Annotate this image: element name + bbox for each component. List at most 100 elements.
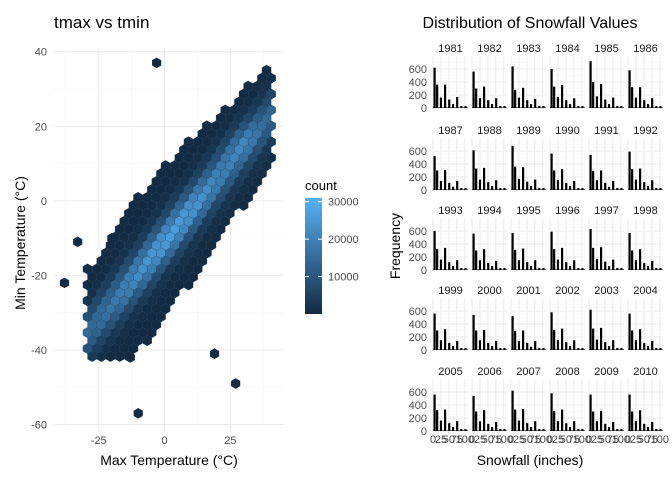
snowfall-bar (556, 340, 560, 350)
snowfall-bar (643, 342, 646, 350)
snowfall-bar (659, 348, 662, 350)
snowfall-bar (638, 329, 642, 350)
count-legend: count 10000 20000 30000 (305, 178, 359, 314)
snowfall-bar (560, 409, 564, 431)
snowfall-x-tick: 50 (560, 434, 572, 446)
snowfall-x-tick: 50 (521, 434, 533, 446)
snowfall-bar (612, 180, 615, 190)
snowfall-bar (490, 346, 494, 350)
facet-1984: 1984 (549, 43, 585, 109)
snowfall-bar (655, 348, 658, 350)
snowfall-bar (577, 268, 580, 270)
snowfall-x-tick: 0 (547, 434, 553, 446)
facet-strip-label: 1997 (594, 205, 618, 217)
snowfall-bar (599, 327, 603, 350)
hexbin-y-tick: -40 (31, 345, 47, 357)
snowfall-bar-tail (628, 430, 663, 431)
snowfall-bar (478, 260, 482, 270)
snowfall-bar (439, 97, 443, 108)
snowfall-y-tick: 600 (409, 146, 427, 158)
snowfall-bar (456, 180, 459, 190)
snowfall-bar (604, 423, 607, 431)
snowfall-bar (638, 87, 642, 108)
snowfall-bar (490, 104, 494, 108)
snowfall-bar (521, 167, 525, 190)
facet-strip-label: 1999 (438, 285, 462, 297)
snowfall-bar (659, 106, 662, 108)
facet-strip-label: 2006 (477, 366, 501, 378)
snowfall-x-tick: 75 (568, 434, 580, 446)
snowfall-bar (651, 340, 654, 350)
snowfall-y-tick: 600 (409, 64, 427, 76)
snowfall-bar (628, 70, 631, 108)
snowfall-bar (568, 266, 572, 270)
snowfall-y-tick: 400 (409, 400, 427, 412)
snowfall-bar (517, 97, 521, 108)
snowfall-bar (534, 421, 537, 431)
snowfall-bar (659, 429, 662, 431)
snowfall-bar (651, 260, 654, 270)
facet-1995: 1995 (510, 205, 546, 271)
snowfall-bar (439, 180, 443, 190)
snowfall-bar (560, 328, 564, 350)
snowfall-bar (495, 180, 498, 190)
snowfall-bar (550, 312, 553, 350)
snowfall-bar (595, 180, 599, 190)
snowfall-bar (436, 330, 439, 350)
snowfall-bar (595, 339, 599, 350)
snowfall-y-axis-title: Frequency (387, 213, 403, 279)
snowfall-bar (550, 153, 553, 190)
snowfall-bar (592, 328, 595, 350)
snowfall-bar (631, 411, 634, 431)
snowfall-bar (604, 342, 607, 350)
snowfall-bar (577, 106, 580, 108)
hexbin-y-tick: 0 (41, 196, 47, 208)
snowfall-bar (443, 84, 447, 108)
facet-strip-label: 1981 (438, 43, 462, 55)
snowfall-bar-tail (550, 189, 585, 190)
snowfall-x-tick: 100 (573, 434, 591, 446)
snowfall-bar (620, 268, 623, 270)
snowfall-bar (581, 348, 584, 350)
snowfall-bar (503, 106, 506, 108)
snowfall-bar (595, 258, 599, 270)
snowfall-x-tick: 75 (607, 434, 619, 446)
snowfall-bar (556, 259, 560, 270)
legend-tick-label: 20000 (328, 234, 359, 246)
snowfall-bar (616, 268, 619, 270)
snowfall-bar (646, 427, 650, 431)
hexbin-y-tick: 20 (35, 121, 47, 133)
snowfall-bar (538, 268, 541, 270)
snowfall-bar (472, 233, 475, 270)
facet-strip-label: 2005 (438, 366, 462, 378)
snowfall-bar-tail (511, 107, 546, 108)
facet-strip-label: 1983 (516, 43, 540, 55)
snowfall-bar (482, 329, 486, 350)
snowfall-bar (631, 250, 634, 270)
snowfall-y-tick: 400 (409, 77, 427, 89)
snowfall-bar (577, 188, 580, 190)
snowfall-x-tick: 75 (451, 434, 463, 446)
snowfall-bar (526, 100, 529, 108)
snowfall-bar (475, 88, 478, 108)
snowfall-bar (553, 170, 556, 190)
snowfall-bar (607, 346, 611, 350)
snowfall-bar (490, 266, 494, 270)
snowfall-bar-tail (589, 269, 624, 270)
snowfall-bar (655, 429, 658, 431)
snowfall-y-tick: 0 (421, 265, 427, 277)
facet-1985: 1985 (588, 43, 624, 109)
snowfall-x-tick: 25 (474, 434, 486, 446)
facet-1998: 1998 (627, 205, 663, 271)
snowfall-x-tick: 75 (646, 434, 658, 446)
snowfall-bar (529, 427, 533, 431)
snowfall-bar (651, 180, 654, 190)
snowfall-bar (472, 314, 475, 350)
snowfall-y-tick: 0 (421, 345, 427, 357)
snowfall-bar (560, 85, 564, 108)
